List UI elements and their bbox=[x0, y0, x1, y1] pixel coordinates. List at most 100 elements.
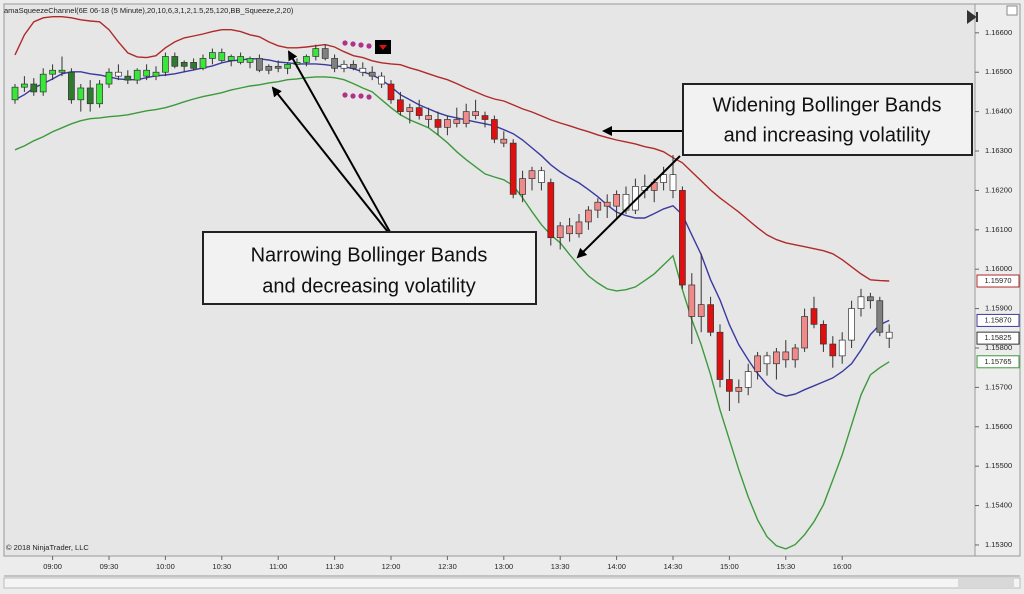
candle-body bbox=[716, 331, 724, 380]
dot bbox=[350, 93, 356, 99]
candle-body bbox=[697, 304, 705, 317]
squeeze-dots bbox=[342, 40, 372, 100]
scrollbar-thumb[interactable] bbox=[958, 579, 1014, 587]
candle-body bbox=[105, 71, 113, 85]
annotation-text: Widening Bollinger Bands bbox=[712, 94, 941, 116]
candle-body bbox=[256, 58, 263, 71]
scroll-end-button[interactable] bbox=[967, 10, 978, 24]
annotation-box bbox=[682, 83, 973, 156]
indicator-header: amaSqueezeChannel(6E 06-18 (5 Minute),20… bbox=[4, 6, 294, 15]
candle-body bbox=[585, 209, 592, 223]
candle-body bbox=[58, 69, 66, 73]
dot bbox=[358, 93, 364, 99]
y-tick-label: 1.16500 bbox=[985, 67, 1012, 76]
candle-body bbox=[500, 138, 508, 144]
candle-body bbox=[227, 56, 235, 61]
candle-body bbox=[613, 193, 620, 207]
x-tick-label: 10:00 bbox=[156, 562, 175, 571]
candle-body bbox=[857, 296, 865, 309]
candle-body bbox=[96, 83, 103, 105]
dot bbox=[366, 43, 372, 49]
dot bbox=[366, 94, 372, 100]
candle-body bbox=[284, 63, 291, 69]
candle-body bbox=[528, 170, 536, 179]
candle-body bbox=[453, 119, 461, 124]
candle-body bbox=[21, 83, 28, 88]
candle-body bbox=[462, 111, 470, 124]
x-tick-label: 09:00 bbox=[43, 562, 62, 571]
price-marker bbox=[976, 355, 1020, 369]
candle-body bbox=[86, 87, 94, 105]
y-tick-label: 1.16600 bbox=[985, 28, 1012, 37]
annotation-text: Narrowing Bollinger Bands bbox=[251, 244, 488, 266]
bollinger-band bbox=[14, 16, 890, 282]
copyright: © 2018 NinjaTrader, LLC bbox=[6, 543, 89, 552]
dot bbox=[350, 41, 356, 47]
candle-body bbox=[49, 69, 56, 75]
candle-body bbox=[171, 56, 179, 67]
x-tick-label: 11:30 bbox=[325, 562, 343, 571]
candle-body bbox=[791, 347, 799, 361]
candle-body bbox=[124, 75, 132, 81]
x-tick-label: 13:30 bbox=[551, 562, 570, 571]
candle-body bbox=[218, 52, 226, 61]
candle-body bbox=[773, 351, 780, 365]
x-tick-label: 09:30 bbox=[100, 562, 119, 571]
candle-body bbox=[810, 308, 818, 325]
x-tick-label: 11:00 bbox=[269, 562, 287, 571]
candle-body bbox=[11, 86, 19, 101]
candle-body bbox=[133, 69, 141, 81]
arrow bbox=[576, 155, 681, 259]
candle-body bbox=[143, 69, 150, 77]
y-tick-label: 1.15500 bbox=[985, 461, 1012, 470]
price-marker-label: 1.15970 bbox=[984, 276, 1011, 285]
candle-body bbox=[885, 331, 893, 339]
candle-body bbox=[556, 225, 564, 239]
candle-body bbox=[594, 201, 602, 211]
x-tick-label: 12:30 bbox=[438, 562, 457, 571]
candle-body bbox=[566, 225, 573, 235]
price-marker bbox=[976, 313, 1020, 327]
candle-body bbox=[209, 52, 216, 59]
candle-body bbox=[368, 71, 376, 77]
candle-body bbox=[406, 107, 414, 112]
y-tick-label: 1.15800 bbox=[985, 343, 1012, 352]
candle-body bbox=[199, 58, 207, 69]
candle-body bbox=[397, 99, 404, 112]
y-tick-label: 1.16300 bbox=[985, 146, 1012, 155]
candle-body bbox=[265, 65, 273, 71]
properties-icon[interactable] bbox=[1006, 5, 1018, 16]
candle-body bbox=[115, 71, 122, 77]
candle-body bbox=[30, 83, 38, 93]
candle-body bbox=[387, 83, 395, 101]
dot bbox=[358, 42, 364, 48]
x-tick-label: 10:30 bbox=[212, 562, 231, 571]
candle-body bbox=[876, 300, 884, 333]
bollinger-band bbox=[14, 58, 890, 397]
annotation-box bbox=[202, 231, 537, 305]
candle-body bbox=[726, 379, 733, 392]
candle-body bbox=[848, 308, 855, 341]
candle-body bbox=[679, 190, 686, 286]
candle-body bbox=[434, 119, 442, 128]
scrollbar[interactable] bbox=[3, 577, 1021, 589]
signal-arrow bbox=[379, 45, 387, 50]
x-tick-label: 15:30 bbox=[776, 562, 795, 571]
y-tick-label: 1.16100 bbox=[985, 225, 1012, 234]
x-tick-label: 16:00 bbox=[833, 562, 852, 571]
annotation-text: and increasing volatility bbox=[724, 124, 931, 146]
candle-body bbox=[162, 56, 169, 73]
candle-body bbox=[820, 324, 827, 345]
candle-body bbox=[669, 174, 677, 191]
candle-body bbox=[340, 63, 348, 69]
candle-body bbox=[180, 62, 188, 67]
candle-body bbox=[838, 339, 846, 357]
y-tick-label: 1.15300 bbox=[985, 540, 1012, 549]
x-tick-label: 14:00 bbox=[607, 562, 626, 571]
candle-body bbox=[735, 387, 743, 392]
candle-body bbox=[603, 201, 611, 207]
candle-body bbox=[754, 355, 761, 372]
candle-body bbox=[744, 371, 752, 388]
candle-body bbox=[331, 58, 338, 69]
